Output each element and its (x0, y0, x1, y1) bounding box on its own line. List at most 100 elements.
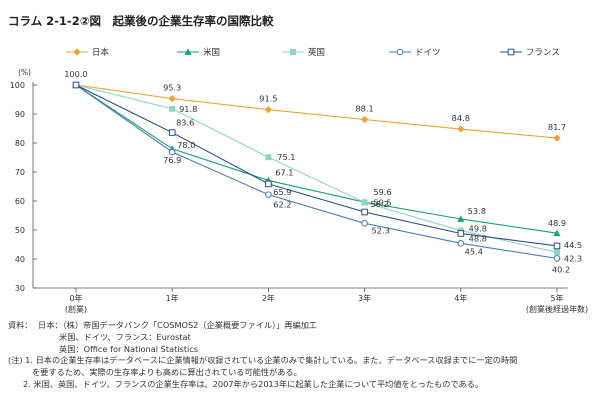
series-1 (72, 81, 561, 237)
x-tick-label: 5年 (550, 293, 563, 303)
data-point (457, 125, 465, 133)
chart-series (72, 81, 561, 262)
data-point (553, 242, 561, 250)
legend-item-0: 日本 (66, 47, 110, 58)
chart-data-labels: 100.0 95.3 91.5 88.1 84.8 81.7 91.8 83.6 78.0 76.… (64, 69, 582, 274)
legend-label: 米国 (203, 47, 220, 58)
data-label: 59.6 (373, 187, 391, 197)
legend-label: 日本 (92, 47, 110, 58)
series-line (75, 84, 558, 139)
data-point (554, 249, 560, 256)
data-point (457, 240, 465, 247)
legend-label: ドイツ (415, 48, 441, 58)
note-1-line-2: を要するため、実際の生存率よりも高めに算出されている可能性がある。 (32, 367, 302, 378)
data-label: 59.5 (373, 197, 391, 207)
source-line-2: 米国、ドイツ、フランス：Eurostat (59, 331, 191, 342)
legend-marker (507, 48, 515, 56)
x-tick-sublabel: (創業後経過年数) (526, 304, 588, 314)
data-label: 95.3 (163, 83, 181, 93)
y-tick-label: 70 (15, 168, 25, 177)
data-point (457, 215, 465, 222)
series-line (75, 84, 558, 247)
chart-legend: 日本 米国 英国 ドイツ フランス (66, 47, 560, 58)
legend-label: 英国 (308, 47, 325, 58)
data-label: 88.1 (355, 104, 373, 114)
note-1-line-1: (注) 1. 日本の企業生存率はデータベースに企業情報が収録されている企業のみで… (8, 355, 518, 366)
series-3 (72, 81, 561, 262)
data-point (72, 81, 80, 89)
data-point (361, 208, 368, 216)
y-tick-label: 50 (15, 226, 25, 235)
data-label: 76.9 (163, 155, 181, 165)
legend-item-3: ドイツ (389, 48, 441, 58)
data-point (264, 106, 272, 114)
data-label: 78.0 (177, 140, 195, 150)
legend-marker (396, 48, 404, 56)
data-label: 83.6 (176, 118, 194, 128)
data-label: 84.8 (452, 113, 470, 123)
legend-marker (290, 49, 296, 55)
legend-item-2: 英国 (282, 47, 325, 58)
data-label: 48.9 (548, 218, 566, 228)
source-label: 資料： (8, 320, 33, 330)
data-point (265, 180, 272, 188)
legend-marker (73, 48, 81, 56)
legend-item-1: 米国 (177, 47, 220, 58)
series-2 (73, 82, 560, 256)
data-label: 62.2 (273, 200, 291, 210)
series-line (75, 84, 558, 253)
data-point (265, 154, 272, 161)
data-label: 48.8 (469, 233, 487, 243)
data-point (168, 129, 176, 136)
series-0 (72, 81, 561, 142)
series-line (75, 84, 558, 259)
x-tick-sublabel: (創業) (65, 304, 87, 314)
note-2: 2. 米国、英国、ドイツ、フランスの企業生存率は、2007年から2013年に起業… (23, 378, 484, 389)
source-text: 日本：（株）帝国データバンク「COSMOS2（企業概要ファイル）」再編加工 (38, 320, 318, 330)
data-label: 56.2 (370, 199, 388, 209)
series-4 (72, 81, 561, 250)
chart-notes: 資料： 日本：（株）帝国データバンク「COSMOS2（企業概要ファイル）」再編加工… (8, 320, 517, 391)
y-tick-label: 80 (15, 139, 25, 148)
data-point (168, 148, 176, 156)
data-label: 52.3 (371, 225, 389, 235)
data-label: 91.8 (179, 104, 197, 114)
chart-axes: (%) 30 40 50 60 70 80 90 100 0年(創業) 1年 2年 3年 4年 5年(創業後… (10, 68, 588, 314)
page-title: コラム 2-1-2②図 起業後の企業生存率の国際比較 (8, 14, 274, 28)
data-point (361, 220, 368, 227)
legend-marker (184, 48, 192, 55)
y-tick-label: 90 (15, 110, 25, 119)
data-point (553, 134, 561, 142)
legend-item-4: フランス (500, 48, 560, 58)
data-label: 81.7 (548, 122, 566, 132)
data-label: 75.1 (277, 152, 295, 162)
y-tick-label: 60 (15, 197, 25, 206)
x-tick-label: 3年 (358, 293, 371, 303)
data-label: 42.3 (564, 253, 582, 263)
data-point (553, 229, 561, 237)
data-point (361, 115, 369, 124)
data-label: 100.0 (64, 69, 87, 79)
data-label: 44.5 (564, 240, 582, 250)
data-point (168, 95, 176, 103)
data-point (265, 191, 272, 198)
legend-label: フランス (526, 48, 560, 58)
data-label: 40.2 (552, 264, 570, 274)
y-tick-label: 30 (15, 284, 25, 293)
y-tick-label: 40 (15, 255, 25, 264)
x-tick-label: 2年 (262, 293, 275, 303)
x-tick-label: 0年 (69, 293, 82, 303)
data-label: 53.8 (468, 206, 486, 216)
data-point (553, 255, 561, 262)
series-line (75, 84, 558, 234)
data-point (361, 199, 368, 206)
data-label: 49.8 (469, 224, 487, 234)
data-label: 67.1 (275, 167, 293, 177)
source-line-1: 資料： 日本：（株）帝国データバンク「COSMOS2（企業概要ファイル）」再編加工 (8, 320, 517, 332)
survival-rate-chart: 日本 米国 英国 ドイツ フランス (%) 30 40 50 60 70 80 90 100 0年(創業)… (10, 47, 588, 314)
y-tick-label: 100 (10, 81, 25, 90)
data-label: 65.9 (273, 187, 291, 197)
source-line-3: 英国：Office for National Statistics (59, 343, 199, 354)
y-axis-unit: (%) (18, 68, 31, 77)
x-tick-label: 4年 (454, 293, 467, 303)
